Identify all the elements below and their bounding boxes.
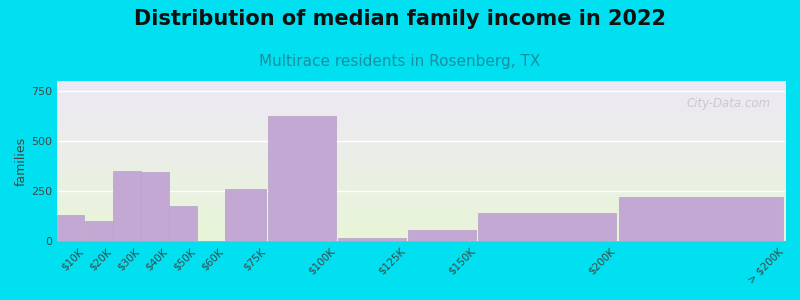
Text: City-Data.com: City-Data.com [686, 97, 770, 110]
Bar [113, 171, 141, 241]
Text: Multirace residents in Rosenberg, TX: Multirace residents in Rosenberg, TX [259, 54, 541, 69]
Text: Distribution of median family income in 2022: Distribution of median family income in … [134, 9, 666, 29]
Bar [141, 172, 169, 241]
Bar [618, 197, 783, 241]
Bar [226, 189, 266, 241]
Bar [57, 215, 85, 241]
Bar [338, 238, 406, 241]
Y-axis label: families: families [15, 136, 28, 186]
Bar [267, 116, 336, 241]
Bar [85, 221, 113, 241]
Bar [169, 206, 197, 241]
Bar [478, 213, 615, 241]
Bar [407, 230, 476, 241]
